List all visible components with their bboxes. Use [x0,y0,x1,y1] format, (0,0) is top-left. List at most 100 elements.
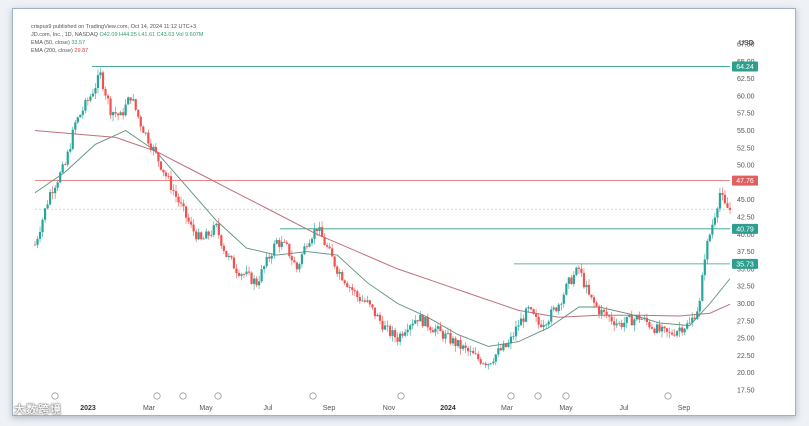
candle-body [293,260,296,263]
candle-body [686,323,689,329]
x-tick-label: Jul [620,405,629,412]
y-tick-label: 17.50 [737,388,755,395]
candle-body [663,326,666,329]
candle-body [245,271,248,275]
candle-body [726,203,729,208]
candle-body [300,254,304,265]
candle-body [174,191,178,197]
candle-body [351,287,354,291]
candle-body [628,315,631,317]
candle-body [696,311,699,320]
candle-body [278,240,281,247]
event-marker-icon [397,392,405,400]
candle-body [640,319,643,321]
candle-body [693,317,696,320]
ema50-label: EMA (50, close) [31,40,70,46]
candle-body [51,192,54,194]
candle-body [323,236,326,246]
candle-body [147,132,150,144]
candle-body [524,308,528,322]
candle-body [142,126,145,133]
candle-body [673,334,676,336]
candle-body [570,277,573,285]
y-tick-label: 42.50 [737,215,755,222]
candle-body [698,300,701,312]
candle-body [678,327,681,332]
candle-body [109,98,112,116]
candle-body [635,315,638,320]
candle-body [295,262,298,270]
candle-body [454,338,457,347]
x-tick-label: May [199,405,213,412]
candle-body [139,116,142,127]
candle-body [356,291,359,297]
candle-body [605,311,608,316]
x-tick-label: 2024 [440,405,456,412]
candle-body [114,112,117,114]
candle-body [255,278,258,286]
candle-body [129,97,132,101]
candle-body [33,244,37,246]
candle-body [655,324,659,333]
candle-body [575,267,578,275]
candle-body [361,300,364,302]
candle-body [618,322,621,324]
candle-body [237,273,241,276]
candle-body [338,271,341,274]
candle-body [134,99,137,110]
candle-body [99,72,102,76]
candle-body [74,122,77,130]
candle-body [552,307,555,310]
candle-body [285,242,288,244]
candle-body [265,256,268,267]
candle-body [315,228,319,232]
candle-body [202,238,205,240]
candle-body [59,172,62,183]
y-tick-label: 57.50 [737,111,755,118]
candle-body [310,238,314,244]
event-marker-icon [51,392,59,400]
event-marker-icon [309,392,317,400]
candle-body [479,359,482,364]
candle-body [718,193,722,209]
candle-body [509,336,513,344]
candle-body [615,323,618,326]
candle-body [688,322,691,324]
candle-body [507,343,510,347]
candle-body [149,143,152,150]
candle-body [597,306,601,315]
candle-body [270,255,273,259]
x-tick-label: May [559,405,573,412]
candle-body [54,187,57,194]
candle-body [280,241,283,247]
candle-body [540,324,543,328]
candle-body [235,268,238,274]
candle-body [184,206,188,218]
candle-body [404,332,407,336]
candle-body [728,207,732,210]
candle-body [258,281,261,286]
candle-body [542,324,545,328]
event-marker-icon [664,392,672,400]
candle-body [547,321,550,325]
x-tick-label: Mar [501,405,514,412]
candle-body [580,268,583,273]
candle-body [497,348,500,355]
candle-body [200,232,203,240]
candle-body [64,164,67,166]
candle-body [459,340,462,349]
candle-body [512,336,515,338]
x-tick-label: Sep [678,405,691,412]
candle-body [71,129,74,149]
candle-body [482,363,485,365]
candle-body [275,240,278,244]
candle-body [46,204,49,209]
ema50-legend: EMA (50, close) 33.57 [31,39,203,47]
y-tick-label: 27.50 [737,318,755,325]
candle-body [713,217,716,225]
candle-body [643,317,646,320]
candle-body [308,243,311,247]
y-tick-label: 20.00 [737,370,755,377]
candle-body [290,256,293,261]
